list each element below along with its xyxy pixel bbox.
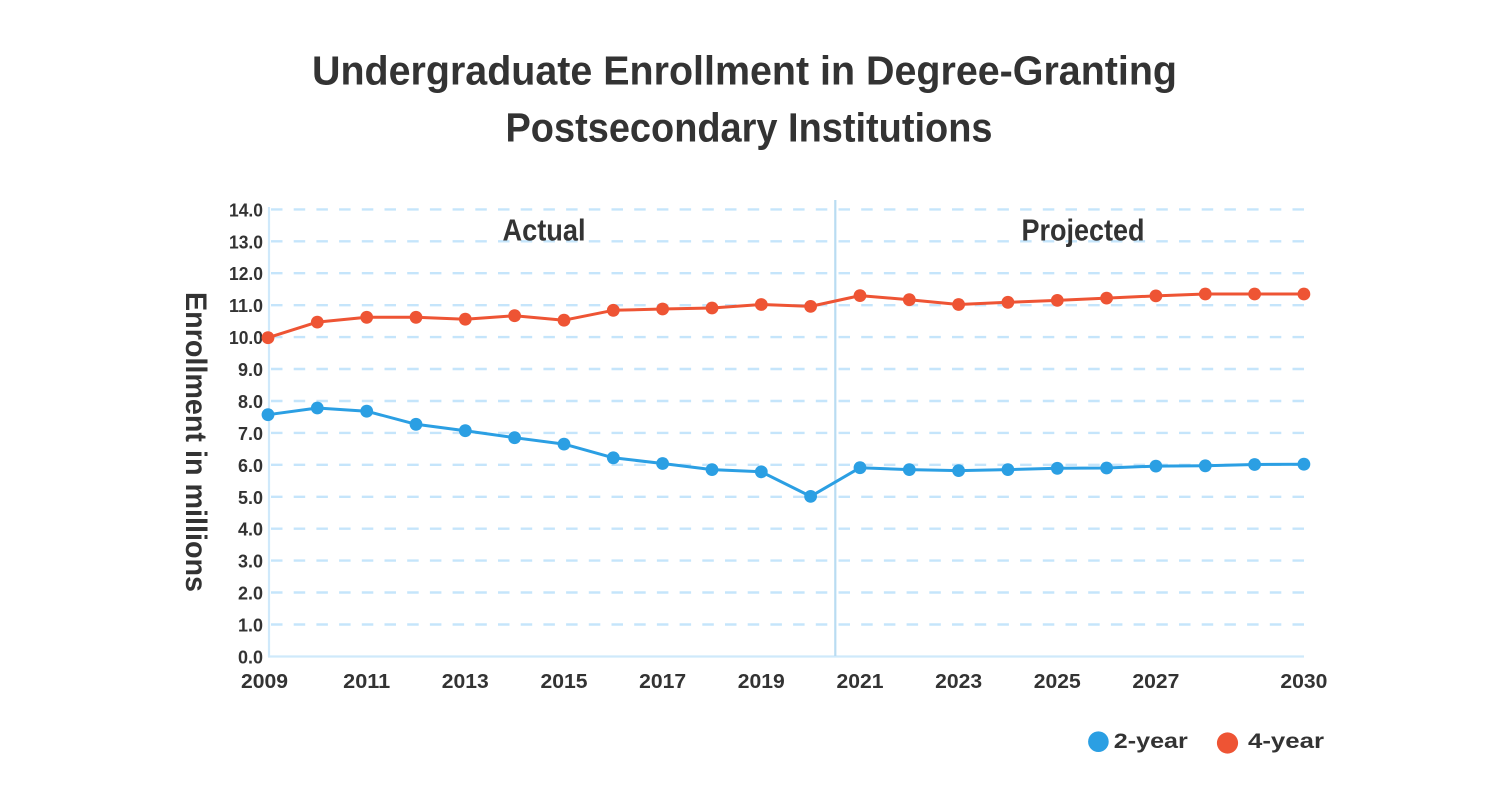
svg-text:5.0: 5.0 xyxy=(238,488,263,508)
svg-text:2015: 2015 xyxy=(541,671,588,693)
svg-text:8.0: 8.0 xyxy=(238,392,263,412)
svg-text:1.0: 1.0 xyxy=(238,616,263,636)
svg-text:11.0: 11.0 xyxy=(229,296,263,316)
svg-text:3.0: 3.0 xyxy=(238,552,263,572)
svg-text:0.0: 0.0 xyxy=(238,647,263,667)
svg-text:Undergraduate Enrollment in De: Undergraduate Enrollment in Degree-Grant… xyxy=(312,48,1177,94)
svg-text:2-year: 2-year xyxy=(1114,730,1188,753)
svg-text:13.0: 13.0 xyxy=(229,232,263,252)
svg-text:2017: 2017 xyxy=(639,671,686,693)
svg-text:2.0: 2.0 xyxy=(238,584,263,604)
svg-text:Projected: Projected xyxy=(1022,213,1145,248)
svg-text:2030: 2030 xyxy=(1280,671,1327,693)
svg-text:14.0: 14.0 xyxy=(229,200,263,220)
svg-text:4-year: 4-year xyxy=(1248,730,1324,753)
svg-text:2011: 2011 xyxy=(343,671,390,693)
svg-text:4.0: 4.0 xyxy=(238,520,263,540)
svg-text:Postsecondary Institutions: Postsecondary Institutions xyxy=(506,105,993,151)
svg-text:Enrollment in millions: Enrollment in millions xyxy=(179,292,212,592)
svg-text:10.0: 10.0 xyxy=(229,328,263,348)
svg-text:2021: 2021 xyxy=(837,671,884,693)
svg-text:2027: 2027 xyxy=(1132,671,1179,693)
svg-text:2009: 2009 xyxy=(241,671,288,693)
svg-text:2019: 2019 xyxy=(738,671,785,693)
svg-text:2023: 2023 xyxy=(935,671,982,693)
svg-text:2025: 2025 xyxy=(1034,671,1081,693)
svg-text:Actual: Actual xyxy=(503,213,586,248)
svg-text:2013: 2013 xyxy=(442,671,489,693)
svg-text:6.0: 6.0 xyxy=(238,456,263,476)
svg-text:7.0: 7.0 xyxy=(238,424,263,444)
svg-text:12.0: 12.0 xyxy=(229,264,263,284)
svg-text:9.0: 9.0 xyxy=(238,360,263,380)
